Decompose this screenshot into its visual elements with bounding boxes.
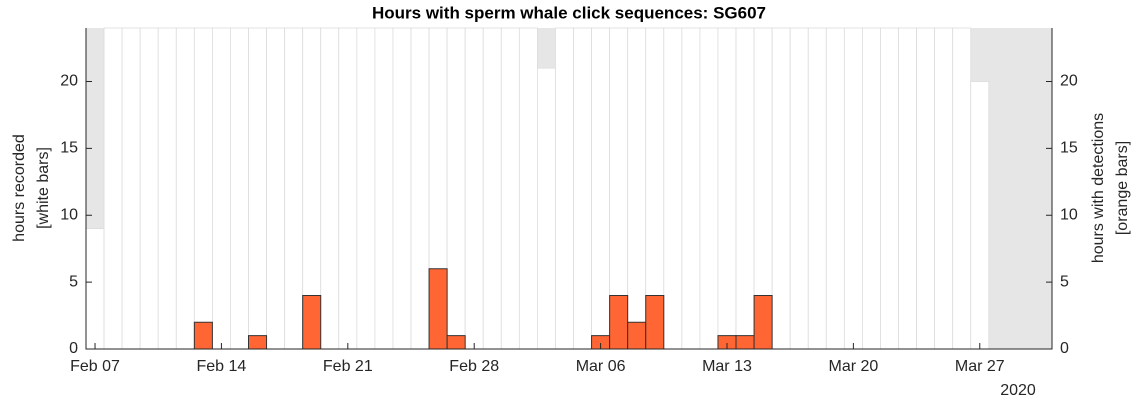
x-tick-label: Feb 14	[197, 358, 247, 375]
detection-bar	[645, 295, 665, 350]
recorded-bar	[121, 27, 141, 350]
recorded-bar	[500, 27, 520, 350]
recorded-bar	[627, 27, 647, 350]
recorded-bar	[898, 27, 917, 350]
detection-bar	[193, 321, 213, 350]
recorded-bar	[211, 27, 231, 350]
recorded-bar	[735, 27, 755, 350]
recorded-bar	[103, 27, 123, 350]
y2-axis-label: [orange bars]	[1114, 141, 1131, 235]
x-tick-label: Mar 20	[828, 358, 878, 375]
recorded-bar	[825, 27, 845, 350]
recorded-bar	[717, 27, 737, 350]
recorded-bar	[518, 27, 538, 350]
x-tick-label: Mar 13	[702, 358, 752, 375]
recorded-bar	[681, 27, 701, 350]
recorded-bar	[193, 27, 213, 350]
recorded-bar	[338, 27, 358, 350]
detection-bar	[446, 335, 466, 350]
recorded-bar	[934, 27, 954, 350]
recorded-bar	[139, 27, 159, 350]
recorded-bar	[663, 27, 683, 350]
recorded-bar	[482, 27, 502, 350]
recorded-bar	[392, 27, 412, 350]
detection-bar	[248, 335, 268, 350]
y-axis-label: hours recorded	[11, 134, 28, 242]
x-tick-label: Feb 28	[449, 358, 499, 375]
y-tick-label: 10	[60, 206, 78, 223]
chart-title: Hours with sperm whale click sequences: …	[372, 3, 766, 22]
recorded-bar	[446, 27, 466, 350]
y-tick-label: 0	[69, 340, 78, 357]
y2-tick-label: 10	[1060, 206, 1078, 223]
detection-bar	[735, 335, 755, 350]
recorded-bar	[464, 27, 484, 350]
y-axis-label: [white bars]	[35, 147, 52, 229]
recorded-bar	[952, 27, 972, 350]
y2-tick-label: 0	[1060, 340, 1069, 357]
recorded-bar	[916, 27, 936, 350]
recorded-bar	[374, 27, 394, 350]
recorded-bar	[410, 27, 430, 350]
x-tick-label: Feb 07	[70, 358, 120, 375]
axis-box	[85, 28, 1053, 350]
recorded-bar	[591, 27, 611, 350]
recorded-bar	[320, 27, 340, 350]
recorded-bar	[248, 27, 267, 350]
recorded-bar	[175, 27, 195, 350]
recorded-bar	[85, 228, 105, 350]
y2-tick-label: 5	[1060, 273, 1069, 290]
recorded-bar	[555, 27, 574, 350]
detection-bar	[627, 321, 647, 350]
y2-tick-label: 20	[1060, 73, 1078, 90]
detection-bar	[428, 268, 448, 350]
recorded-bar	[843, 27, 863, 350]
recorded-bar	[880, 27, 899, 350]
recorded-bar	[970, 81, 990, 350]
recorded-bar	[284, 27, 304, 350]
x-tick-label: Feb 21	[323, 358, 373, 375]
detection-bar	[753, 295, 773, 350]
y2-tick-label: 15	[1060, 140, 1078, 157]
recorded-bar	[356, 27, 376, 350]
recorded-bar	[699, 27, 719, 350]
recorded-bar	[862, 27, 881, 350]
recorded-bar	[573, 27, 592, 350]
recorded-bar	[157, 27, 177, 350]
recorded-bar	[266, 27, 286, 350]
recorded-bar	[807, 27, 827, 350]
recorded-bar	[230, 27, 249, 350]
x-year-label: 2020	[1000, 382, 1036, 399]
recorded-bar	[537, 67, 556, 350]
y-tick-label: 20	[60, 73, 78, 90]
y-tick-label: 5	[69, 273, 78, 290]
x-tick-label: Mar 06	[576, 358, 626, 375]
recorded-bar	[789, 27, 809, 350]
y2-axis-label: hours with detections	[1090, 113, 1107, 263]
recorded-bar	[771, 27, 791, 350]
detection-bar	[609, 295, 629, 350]
y-tick-label: 15	[60, 140, 78, 157]
detection-bar	[302, 295, 322, 350]
x-tick-label: Mar 27	[955, 358, 1005, 375]
